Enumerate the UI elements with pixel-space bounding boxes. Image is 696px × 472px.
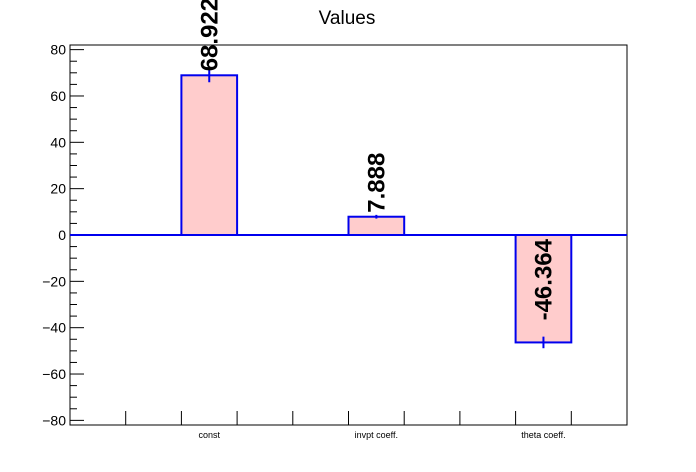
- bar: [180, 74, 239, 236]
- y-tick-label: 80: [50, 42, 66, 58]
- bars: [180, 68, 573, 349]
- y-axis: −80 −60 −40 −20 0 20 40 60 80: [42, 42, 84, 428]
- y-tick-label: 60: [50, 88, 66, 104]
- data-labels: 68.922 7.888 -46.364: [196, 0, 557, 320]
- x-axis: const invpt coeff. theta coeff.: [125, 411, 572, 440]
- chart-title: Values: [319, 8, 376, 29]
- data-label: 7.888: [363, 153, 390, 213]
- y-tick-label: −60: [42, 366, 66, 382]
- y-tick-label: −40: [42, 320, 66, 336]
- y-tick-label: −80: [42, 412, 66, 428]
- data-label: 68.922: [196, 0, 223, 71]
- y-tick-label: 20: [50, 181, 66, 197]
- y-tick-label: 0: [58, 227, 66, 243]
- y-tick-label: 40: [50, 134, 66, 150]
- data-label: -46.364: [530, 238, 557, 320]
- category-label: invpt coeff.: [355, 430, 398, 440]
- y-tick-label: −20: [42, 273, 66, 289]
- category-label: const: [198, 430, 220, 440]
- category-label: theta coeff.: [521, 430, 565, 440]
- bar: [347, 215, 406, 237]
